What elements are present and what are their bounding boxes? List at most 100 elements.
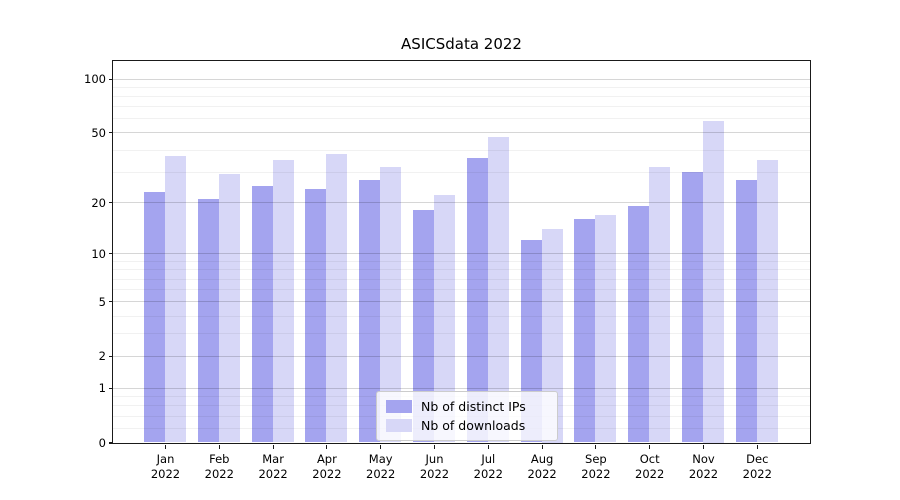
legend-swatch-distinct-ips [386, 399, 412, 413]
x-axis-tick-label: Mar 2022 [245, 452, 301, 482]
grid-line-major [112, 387, 810, 389]
x-axis-tick-year: 2022 [527, 467, 557, 481]
bar-downloads [434, 195, 455, 443]
grid-line-major [112, 253, 810, 255]
y-axis-tick-label: 50 [91, 125, 106, 140]
grid-line-minor [112, 333, 810, 335]
bar-distinct-ips [144, 191, 165, 443]
y-axis-tick-label: 5 [98, 294, 106, 309]
plot-area [111, 59, 811, 444]
grid-line-minor [112, 96, 810, 97]
grid-line-minor [112, 289, 810, 291]
bar-downloads [703, 121, 724, 443]
grid-line-major [112, 355, 810, 357]
bars-layer [113, 61, 810, 443]
bar-downloads [165, 155, 186, 443]
x-axis-tick-label: Aug 2022 [514, 452, 570, 482]
x-axis-tick-year: 2022 [635, 467, 665, 481]
x-axis-tick [218, 444, 220, 449]
x-axis-tick [595, 444, 597, 449]
x-axis-tick-label: Feb 2022 [191, 452, 247, 482]
x-axis-tick-label: Apr 2022 [299, 452, 355, 482]
x-axis-tick [756, 444, 758, 449]
legend: Nb of distinct IPs Nb of downloads [376, 391, 558, 441]
x-axis-tick-year: 2022 [581, 467, 611, 481]
grid-line-minor [112, 106, 810, 108]
bar-distinct-ips [628, 206, 650, 443]
x-axis-tick [487, 444, 489, 449]
bar-distinct-ips [359, 179, 381, 443]
y-axis-tick [108, 301, 113, 303]
x-axis-tick-label: Dec 2022 [729, 452, 785, 482]
grid-line-minor [112, 260, 810, 262]
bar-downloads [487, 137, 509, 443]
chart-title: ASICSdata 2022 [401, 35, 522, 53]
grid-line-major [112, 301, 810, 303]
x-axis-tick [326, 444, 328, 449]
y-axis-tick-label: 2 [98, 349, 106, 364]
x-axis-tick-label: Jun 2022 [407, 452, 463, 482]
x-axis-tick-label: Jan 2022 [138, 452, 194, 482]
bar-downloads [649, 166, 671, 443]
x-axis-tick [702, 444, 705, 449]
x-axis-tick [649, 444, 651, 449]
grid-line-minor [112, 278, 810, 280]
grid-line-major [112, 78, 810, 80]
grid-line-minor [112, 118, 810, 120]
y-axis-tick-label: 10 [91, 246, 106, 261]
x-axis-tick-year: 2022 [419, 467, 450, 481]
bar-downloads [218, 174, 240, 443]
y-axis-tick [108, 442, 113, 444]
y-axis-tick-label: 0 [98, 436, 106, 450]
x-axis-tick-year: 2022 [150, 467, 181, 481]
x-axis-tick [433, 444, 436, 449]
bar-downloads [595, 214, 617, 443]
x-axis-tick-year: 2022 [258, 467, 288, 481]
x-axis-tick [272, 444, 274, 449]
bar-distinct-ips [251, 185, 273, 443]
x-axis-tick-label: Sep 2022 [568, 452, 624, 482]
grid-line-minor [112, 269, 810, 271]
x-axis-tick-label: Nov 2022 [676, 452, 732, 482]
legend-label-distinct-ips: Nb of distinct IPs [421, 398, 526, 414]
x-axis-tick-year: 2022 [742, 467, 772, 481]
x-axis-tick-label: May 2022 [353, 452, 409, 482]
bar-downloads [326, 153, 348, 443]
x-axis-tick-year: 2022 [204, 467, 234, 481]
y-axis-tick [108, 253, 113, 255]
y-axis-tick [108, 78, 113, 80]
legend-swatch-downloads [386, 419, 412, 433]
bar-distinct-ips [413, 210, 434, 443]
grid-line-minor [112, 86, 810, 88]
grid-line-minor [112, 149, 810, 151]
x-axis-tick [164, 444, 167, 449]
x-axis-tick [380, 444, 382, 449]
bar-downloads [756, 159, 778, 443]
legend-label-downloads: Nb of downloads [421, 418, 526, 434]
grid-line-minor [112, 171, 810, 173]
x-axis-tick [541, 444, 543, 449]
grid-line-minor [112, 315, 810, 317]
x-axis-tick-label: Jul 2022 [460, 452, 516, 482]
grid-layer [112, 61, 810, 443]
x-axis-tick-year: 2022 [473, 467, 503, 481]
grid-line-major [112, 202, 810, 204]
bar-downloads [380, 166, 402, 443]
bar-downloads [272, 159, 294, 443]
bar-distinct-ips [197, 198, 219, 443]
y-axis-tick-label: 100 [84, 72, 106, 87]
bar-distinct-ips [682, 171, 703, 443]
x-axis-tick-year: 2022 [366, 467, 396, 481]
grid-line-major [112, 132, 810, 134]
y-axis-tick-label: 20 [91, 195, 106, 210]
bar-distinct-ips [574, 219, 596, 443]
y-axis-tick [108, 355, 113, 357]
y-axis-tick [108, 387, 113, 389]
bar-distinct-ips [466, 157, 488, 443]
legend-item-downloads: Nb of downloads [386, 418, 557, 433]
bar-distinct-ips [305, 188, 327, 443]
x-axis-tick-label: Oct 2022 [622, 452, 678, 482]
y-axis-tick-label: 1 [98, 381, 106, 396]
x-axis-tick-year: 2022 [688, 467, 719, 481]
